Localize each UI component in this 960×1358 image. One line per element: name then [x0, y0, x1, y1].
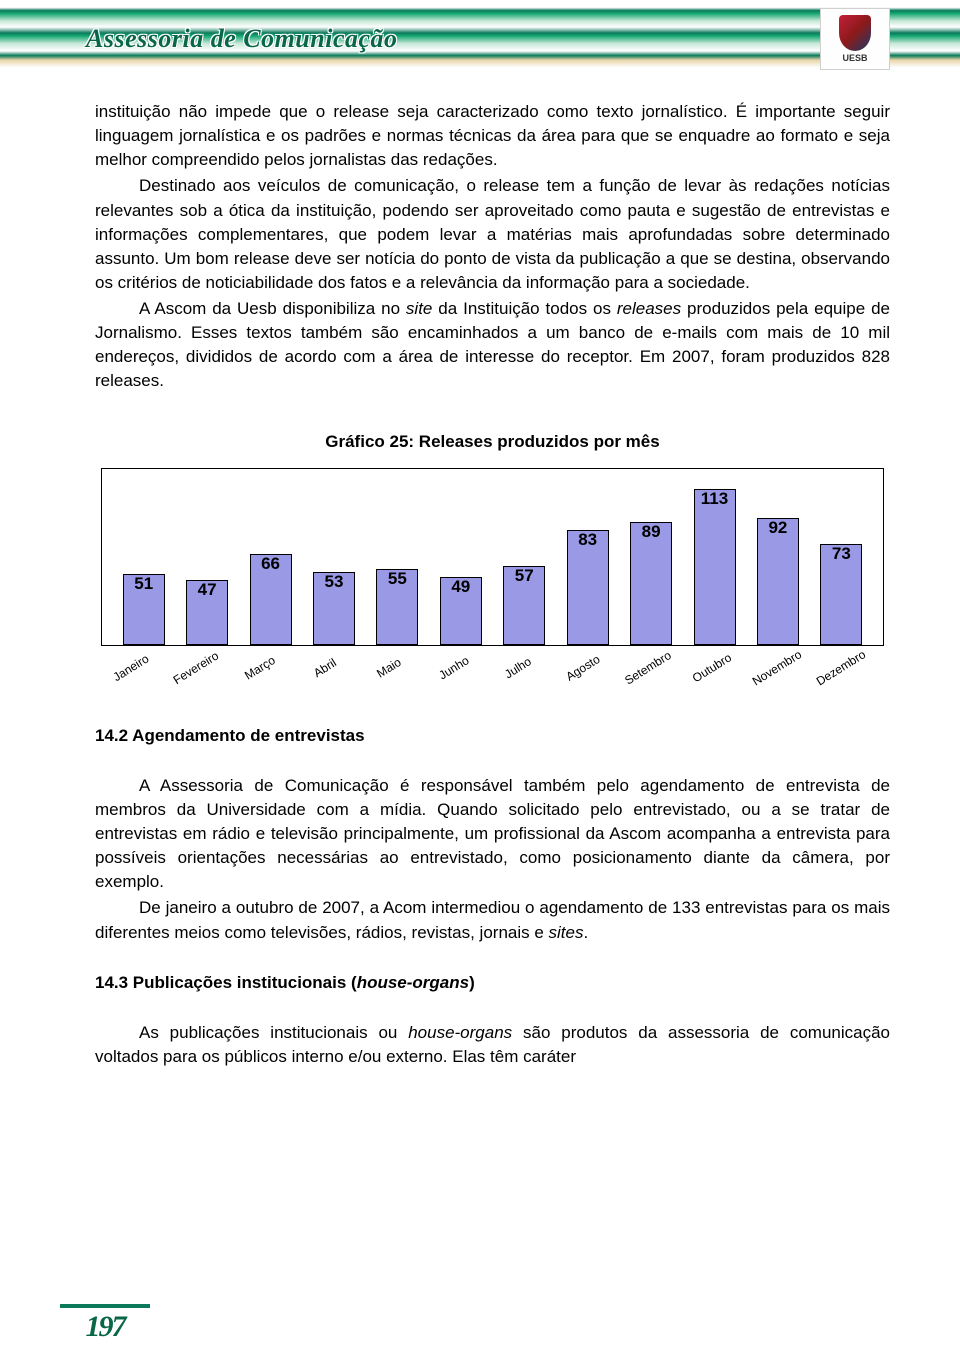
bar-value-label: 66 [261, 552, 280, 576]
italic-text: house-organs [408, 1023, 512, 1042]
page-title: Assessoria de Comunicação [86, 24, 398, 54]
bar-value-label: 113 [701, 487, 728, 511]
section-1-p2: De janeiro a outubro de 2007, a Acom int… [95, 896, 890, 944]
paragraph-2: Destinado aos veículos de comunicação, o… [95, 174, 890, 295]
chart-title: Gráfico 25: Releases produzidos por mês [95, 430, 890, 454]
page-number-bar [60, 1304, 150, 1308]
bar-wrap: 49 [429, 469, 492, 645]
bar-wrap: 89 [619, 469, 682, 645]
text: da Instituição todos os [432, 299, 616, 318]
bar-wrap: 47 [175, 469, 238, 645]
bar-wrap: 55 [366, 469, 429, 645]
bar-value-label: 92 [768, 516, 787, 540]
chart-x-labels: JaneiroFevereiroMarçoAbrilMaioJunhoJulho… [105, 658, 880, 698]
text: . [584, 923, 589, 942]
bar-value-label: 47 [198, 578, 217, 602]
bar-wrap: 113 [683, 469, 746, 645]
bar-wrap: 73 [810, 469, 873, 645]
bar-wrap: 53 [302, 469, 365, 645]
bar-value-label: 89 [642, 520, 661, 544]
section-1-p1: A Assessoria de Comunicação é responsáve… [95, 774, 890, 895]
bar-value-label: 73 [832, 542, 851, 566]
bar-wrap: 51 [112, 469, 175, 645]
bar-value-label: 57 [515, 564, 534, 588]
bar-value-label: 83 [578, 528, 597, 552]
chart: 51 47 66 53 55 49 57 83 89 113 92 73 [101, 468, 884, 646]
x-axis-label: Dezembro [810, 644, 886, 712]
text: 14.3 Publicações institucionais ( [95, 973, 357, 992]
text: As publicações institucionais ou [139, 1023, 408, 1042]
section-heading-1: 14.2 Agendamento de entrevistas [95, 724, 890, 748]
bar [694, 489, 736, 645]
bar-wrap: 92 [746, 469, 809, 645]
section-heading-2: 14.3 Publicações institucionais (house-o… [95, 971, 890, 995]
bar-value-label: 55 [388, 567, 407, 591]
section-2-p1: As publicações institucionais ou house-o… [95, 1021, 890, 1069]
text: ) [469, 973, 475, 992]
logo-crest-icon [839, 15, 871, 51]
bar-wrap: 66 [239, 469, 302, 645]
bar-wrap: 57 [493, 469, 556, 645]
italic-text: releases [617, 299, 681, 318]
paragraph-3: A Ascom da Uesb disponibiliza no site da… [95, 297, 890, 394]
italic-text: site [406, 299, 432, 318]
page-number-box: 197 [60, 1304, 150, 1344]
italic-text: house-organs [357, 973, 469, 992]
bar-wrap: 83 [556, 469, 619, 645]
bar-value-label: 53 [325, 570, 344, 594]
logo: UESB [820, 8, 890, 70]
text: De janeiro a outubro de 2007, a Acom int… [95, 898, 890, 941]
bar-value-label: 49 [451, 575, 470, 599]
logo-label: UESB [842, 53, 867, 63]
page-number: 197 [86, 1310, 125, 1344]
italic-text: sites [549, 923, 584, 942]
content-area: instituição não impede que o release sej… [95, 100, 890, 1071]
bar-value-label: 51 [134, 572, 153, 596]
paragraph-1: instituição não impede que o release sej… [95, 100, 890, 172]
text: A Ascom da Uesb disponibiliza no [139, 299, 406, 318]
